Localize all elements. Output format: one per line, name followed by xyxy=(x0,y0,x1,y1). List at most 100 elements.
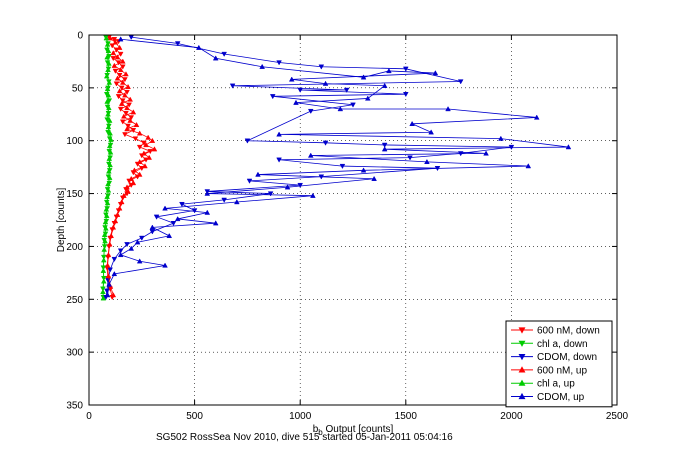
data-point xyxy=(124,105,130,111)
data-point xyxy=(100,257,107,263)
y-tick-label: 350 xyxy=(66,401,83,412)
data-point xyxy=(111,37,118,43)
data-point xyxy=(307,152,314,158)
x-axis-label-rest: Output [counts] xyxy=(323,424,394,435)
data-point xyxy=(149,224,156,230)
data-point xyxy=(457,79,464,85)
data-point xyxy=(113,81,120,87)
data-point xyxy=(118,85,125,91)
data-point xyxy=(104,54,110,60)
data-point xyxy=(402,66,409,72)
data-point xyxy=(136,171,143,177)
data-point xyxy=(142,163,148,169)
data-point xyxy=(106,105,112,111)
data-point xyxy=(110,50,117,56)
data-point xyxy=(106,281,112,287)
data-point xyxy=(105,66,111,73)
legend-marker xyxy=(518,392,526,400)
data-point xyxy=(107,149,114,155)
data-point xyxy=(126,102,132,108)
data-point xyxy=(424,158,430,165)
data-point xyxy=(310,192,316,198)
data-point xyxy=(102,219,109,225)
data-point xyxy=(297,182,304,189)
data-point xyxy=(124,242,130,248)
data-point xyxy=(125,123,131,129)
data-point xyxy=(221,51,227,57)
data-point xyxy=(106,60,112,66)
x-tick-label: 1500 xyxy=(395,411,418,422)
data-point xyxy=(136,130,143,136)
data-point xyxy=(132,136,139,142)
legend-label: 600 nM, down xyxy=(537,326,600,337)
data-point xyxy=(174,41,181,47)
data-point xyxy=(269,94,276,100)
legend-marker xyxy=(518,340,526,347)
data-point xyxy=(108,232,115,239)
data-point xyxy=(128,115,135,121)
data-point xyxy=(130,180,137,186)
data-point xyxy=(111,270,118,277)
x-axis-label: bb Output [counts] xyxy=(313,424,394,437)
data-point xyxy=(127,117,134,123)
data-point xyxy=(293,99,299,105)
data-point xyxy=(533,114,540,120)
data-point xyxy=(125,188,131,194)
data-point xyxy=(117,251,124,258)
legend-label: chl a, up xyxy=(537,379,575,390)
data-point xyxy=(116,44,123,50)
data-point xyxy=(100,267,107,273)
data-point xyxy=(133,121,140,128)
data-point xyxy=(212,55,219,61)
data-point xyxy=(322,140,329,146)
x-axis-label-subscript: b xyxy=(318,428,323,437)
data-point xyxy=(107,162,113,168)
data-point xyxy=(288,76,295,82)
data-point xyxy=(128,175,135,181)
data-point xyxy=(360,74,367,80)
data-point xyxy=(102,238,108,244)
data-point xyxy=(104,98,110,104)
data-point xyxy=(170,221,177,227)
data-point xyxy=(381,82,388,88)
series-line xyxy=(107,38,569,296)
data-point xyxy=(212,220,219,226)
data-point xyxy=(221,197,227,203)
data-point xyxy=(111,62,118,68)
data-point xyxy=(122,77,128,83)
data-point xyxy=(111,256,118,263)
data-point xyxy=(107,35,113,41)
data-point xyxy=(104,292,111,298)
data-point xyxy=(117,248,124,254)
data-point xyxy=(100,295,107,301)
data-point xyxy=(565,144,572,150)
data-point xyxy=(124,126,130,132)
data-point xyxy=(276,60,282,66)
data-point xyxy=(166,232,173,239)
data-point xyxy=(525,163,532,169)
data-point xyxy=(104,262,111,268)
legend-marker xyxy=(518,354,526,361)
data-point xyxy=(114,54,121,60)
data-point xyxy=(105,181,111,187)
data-point xyxy=(244,138,251,144)
legend-item: chl a, down xyxy=(511,339,588,350)
data-point xyxy=(204,209,211,215)
data-point xyxy=(103,225,109,231)
data-point xyxy=(104,200,111,206)
data-point xyxy=(123,111,129,117)
data-point xyxy=(151,146,158,152)
data-point xyxy=(107,130,113,136)
data-point xyxy=(204,190,211,196)
data-point xyxy=(409,120,415,126)
y-tick-label: 200 xyxy=(66,242,83,253)
legend: 600 nM, down chl a, down CDOM, down 600 nM,… xyxy=(505,320,613,408)
legend-box xyxy=(505,320,613,408)
data-point xyxy=(117,36,124,42)
series-line xyxy=(105,36,512,298)
data-point xyxy=(104,85,111,92)
series-layer xyxy=(100,34,572,301)
data-point xyxy=(153,214,160,220)
data-point xyxy=(106,168,112,174)
